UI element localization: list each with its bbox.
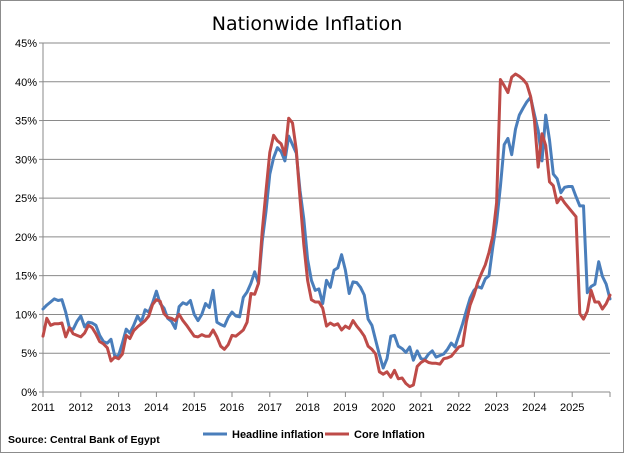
x-tick-label: 2014: [144, 402, 168, 414]
grid: [43, 42, 610, 354]
x-tick-label: 2024: [522, 402, 546, 414]
y-tick-label: 25%: [15, 193, 37, 205]
legend: Headline inflation Core Inflation: [203, 429, 425, 441]
x-tick-label: 2022: [447, 402, 471, 414]
x-tick-label: 2025: [560, 402, 584, 414]
y-tick-label: 5%: [21, 348, 37, 360]
legend-label: Core Inflation: [354, 429, 425, 441]
y-tick-labels: 0% 5% 10% 15% 20% 25% 30% 35% 40% 45%: [15, 38, 37, 399]
x-tick-label: 2011: [31, 402, 55, 414]
x-tick-label: 2012: [69, 402, 93, 414]
y-tick-label: 10%: [15, 309, 37, 321]
y-tick-label: 15%: [15, 271, 37, 283]
y-tick-label: 20%: [15, 232, 37, 244]
series-line-headline-inflation: [41, 95, 612, 370]
x-tick-labels: 2011 2012 2013 2014 2015 2016 2017 2018 2019 2020…: [31, 402, 584, 414]
legend-label: Headline inflation: [232, 429, 324, 441]
chart-title: Nationwide Inflation: [212, 13, 403, 35]
x-tick-label: 2020: [371, 402, 395, 414]
y-tick-label: 35%: [15, 116, 37, 128]
series-lines: [41, 72, 612, 389]
x-tick-label: 2016: [220, 402, 244, 414]
x-tick-label: 2013: [106, 402, 130, 414]
x-tick-label: 2017: [258, 402, 282, 414]
x-tick-label: 2019: [333, 402, 357, 414]
series-line-core-inflation: [41, 72, 612, 389]
x-tick-label: 2018: [295, 402, 319, 414]
x-tick-label: 2023: [484, 402, 508, 414]
y-tick-label: 40%: [15, 77, 37, 89]
y-tick-label: 45%: [15, 38, 37, 50]
source-note: Source: Central Bank of Egypt: [8, 434, 160, 446]
y-tick-label: 0%: [21, 387, 37, 399]
x-tick-label: 2021: [409, 402, 433, 414]
y-tick-label: 30%: [15, 154, 37, 166]
x-tick-label: 2015: [182, 402, 206, 414]
